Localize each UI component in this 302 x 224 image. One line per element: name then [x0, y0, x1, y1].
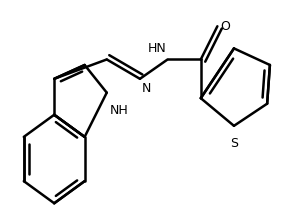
Text: HN: HN	[147, 42, 166, 55]
Text: S: S	[230, 137, 238, 150]
Text: N: N	[141, 82, 151, 95]
Text: NH: NH	[110, 104, 128, 117]
Text: O: O	[220, 20, 230, 33]
